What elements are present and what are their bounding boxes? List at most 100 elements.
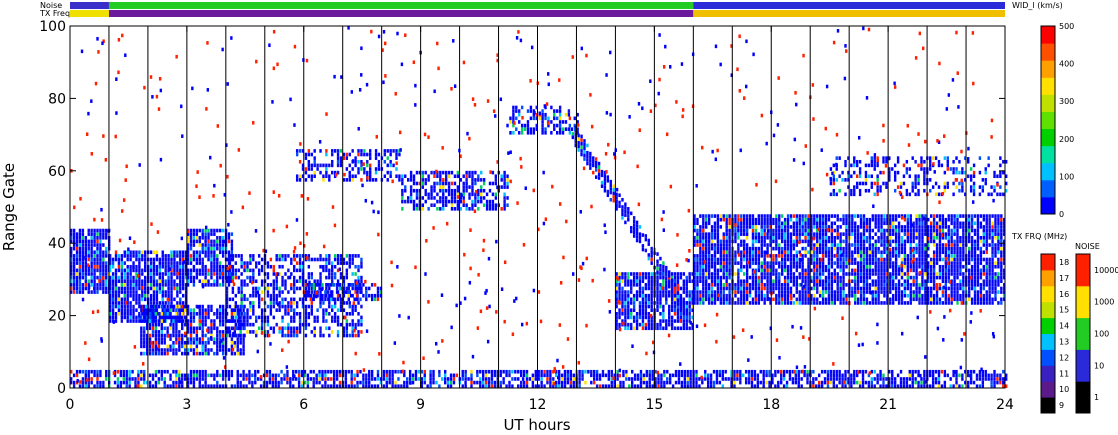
data-cell-380 bbox=[132, 268, 135, 273]
data-cell-30 bbox=[72, 239, 76, 244]
data-cell-3454 bbox=[775, 275, 778, 280]
data-cell-1031 bbox=[172, 315, 175, 320]
data-cell-578 bbox=[167, 279, 170, 284]
data-cell-1691 bbox=[313, 290, 316, 294]
data-cell-3463 bbox=[775, 235, 778, 240]
data-cell-4930 bbox=[976, 272, 980, 276]
data-cell-4614 bbox=[932, 239, 936, 244]
data-cell-2583 bbox=[635, 326, 639, 331]
data-cell-4307 bbox=[892, 293, 895, 298]
data-cell-2397 bbox=[512, 112, 515, 117]
data-cell-2167 bbox=[412, 181, 416, 186]
data-cell-4241 bbox=[883, 286, 886, 291]
data-cell-3905 bbox=[836, 283, 839, 287]
data-cell-4140 bbox=[868, 264, 872, 269]
data-cell-2173 bbox=[415, 192, 419, 197]
data-cell-728 bbox=[192, 228, 196, 233]
data-cell-2895 bbox=[699, 275, 702, 280]
data-cell-3583 bbox=[792, 283, 796, 287]
data-cell-2381 bbox=[503, 174, 506, 179]
data-cell-3979 bbox=[845, 228, 848, 233]
data-cell-1426 bbox=[255, 333, 258, 338]
data-cell-2820 bbox=[685, 283, 688, 287]
data-cell-4881 bbox=[970, 297, 974, 302]
data-cell-2877 bbox=[696, 272, 699, 276]
data-cell-4435 bbox=[909, 268, 912, 273]
data-cell-2250 bbox=[447, 199, 451, 204]
data-cell-2714 bbox=[662, 283, 665, 287]
data-cell-1545 bbox=[281, 279, 284, 284]
data-cell-3457 bbox=[775, 261, 778, 265]
data-cell-2369 bbox=[500, 207, 503, 211]
data-cell-510 bbox=[155, 293, 159, 298]
data-cell-3355 bbox=[760, 250, 763, 255]
data-cell-3864 bbox=[830, 290, 834, 294]
data-cell-3728 bbox=[813, 293, 816, 298]
data-cell-3598 bbox=[792, 214, 796, 218]
data-cell-2175 bbox=[415, 181, 419, 186]
data-cell-85 bbox=[84, 286, 88, 291]
data-cell-813 bbox=[213, 250, 216, 255]
data-cell-750 bbox=[198, 228, 201, 233]
data-cell-497 bbox=[152, 279, 156, 284]
data-cell-4038 bbox=[854, 232, 857, 236]
data-cell-1500 bbox=[272, 304, 275, 309]
data-cell-1366 bbox=[240, 279, 243, 284]
data-cell-1964 bbox=[365, 290, 368, 294]
data-cell-1195 bbox=[219, 333, 222, 338]
data-cell-2729 bbox=[668, 315, 671, 320]
data-cell-3927 bbox=[839, 283, 842, 287]
data-cell-2480 bbox=[570, 127, 574, 131]
data-cell-362 bbox=[129, 272, 132, 276]
data-cell-1512 bbox=[275, 308, 278, 312]
data-cell-4805 bbox=[959, 261, 962, 265]
data-cell-4082 bbox=[859, 232, 863, 236]
data-cell-481 bbox=[149, 268, 153, 273]
data-cell-382 bbox=[132, 261, 135, 265]
data-cell-2536 bbox=[624, 304, 627, 309]
data-cell-3333 bbox=[757, 257, 761, 262]
data-cell-1812 bbox=[342, 315, 346, 320]
data-cell-3370 bbox=[763, 283, 766, 287]
data-cell-1608 bbox=[295, 326, 299, 331]
data-cell-3629 bbox=[798, 261, 801, 265]
data-cell-143 bbox=[93, 250, 96, 255]
data-cell-957 bbox=[154, 340, 158, 345]
data-cell-1170 bbox=[210, 319, 213, 323]
data-cell-2219 bbox=[436, 192, 439, 197]
data-cell-4799 bbox=[959, 286, 962, 291]
data-cell-1531 bbox=[278, 272, 281, 276]
data-cell-1609 bbox=[295, 312, 299, 316]
data-cell-3723 bbox=[810, 221, 813, 226]
data-cell-4219 bbox=[880, 283, 883, 287]
data-cell-2527 bbox=[621, 279, 624, 284]
data-cell-2249 bbox=[444, 170, 448, 175]
data-cell-2373 bbox=[503, 207, 506, 211]
data-cell-2542 bbox=[624, 279, 627, 284]
data-cell-601 bbox=[170, 257, 173, 262]
data-cell-280 bbox=[114, 250, 118, 255]
data-cell-2548 bbox=[627, 312, 630, 316]
data-cell-3894 bbox=[833, 246, 836, 251]
data-cell-3373 bbox=[763, 268, 766, 273]
data-cell-1438 bbox=[257, 304, 261, 309]
data-cell-4655 bbox=[938, 239, 942, 244]
data-cell-1639 bbox=[301, 272, 305, 276]
data-cell-3271 bbox=[748, 254, 752, 258]
data-cell-2409 bbox=[520, 127, 524, 131]
data-cell-1601 bbox=[293, 275, 296, 280]
data-cell-1622 bbox=[298, 312, 302, 316]
data-cell-4325 bbox=[892, 214, 895, 218]
data-cell-1717 bbox=[319, 257, 322, 262]
data-cell-947 bbox=[151, 326, 155, 331]
data-cell-1782 bbox=[333, 254, 337, 258]
data-cell-853 bbox=[221, 246, 225, 251]
data-cell-1643 bbox=[301, 254, 305, 258]
data-cell-2239 bbox=[442, 181, 445, 186]
data-cell-4316 bbox=[892, 254, 895, 258]
data-cell-4346 bbox=[894, 217, 898, 222]
data-cell-4949 bbox=[979, 290, 983, 294]
data-cell-211 bbox=[105, 232, 108, 236]
data-cell-1675 bbox=[310, 308, 313, 312]
data-cell-2568 bbox=[630, 283, 633, 287]
